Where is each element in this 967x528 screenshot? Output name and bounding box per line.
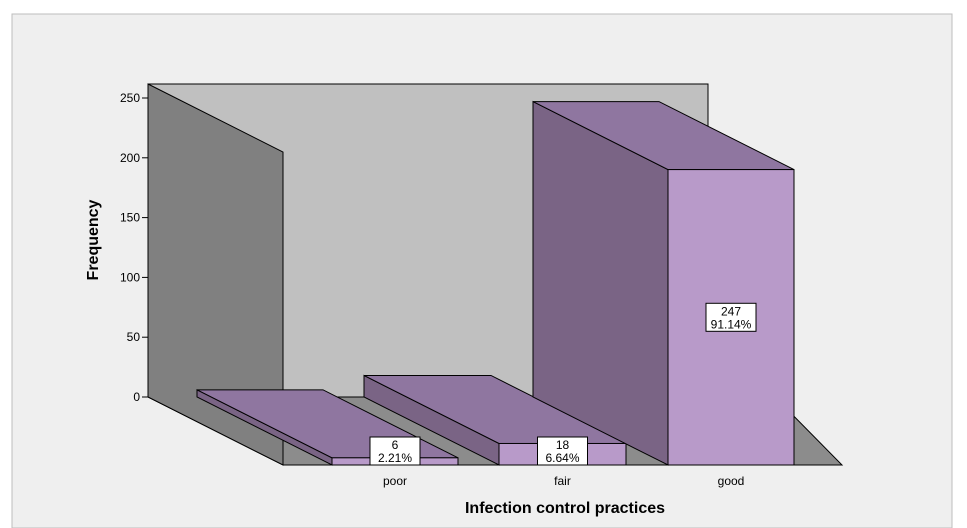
data-label-box (537, 436, 588, 466)
data-label-box (369, 436, 421, 466)
y-tick-label: 100 (120, 270, 140, 284)
x-tick-label: poor (383, 474, 407, 488)
data-label-box (705, 302, 757, 332)
y-tick-label: 0 (133, 390, 140, 404)
x-axis-title: Infection control practices (465, 500, 665, 517)
y-tick-label: 200 (120, 151, 140, 165)
y-tick-label: 50 (127, 330, 141, 344)
data-label-count: 247 (721, 304, 741, 318)
x-tick-label: fair (554, 474, 571, 488)
data-label-count: 6 (392, 438, 399, 452)
data-label-percent: 91.14% (711, 317, 752, 331)
y-axis-title: Frequency (85, 199, 102, 280)
y-tick-label: 150 (120, 211, 140, 225)
x-tick-label: good (718, 474, 745, 488)
data-label-count: 18 (556, 438, 570, 452)
data-label-percent: 6.64% (545, 451, 579, 465)
y-tick-label: 250 (120, 91, 140, 105)
data-label-percent: 2.21% (378, 451, 412, 465)
